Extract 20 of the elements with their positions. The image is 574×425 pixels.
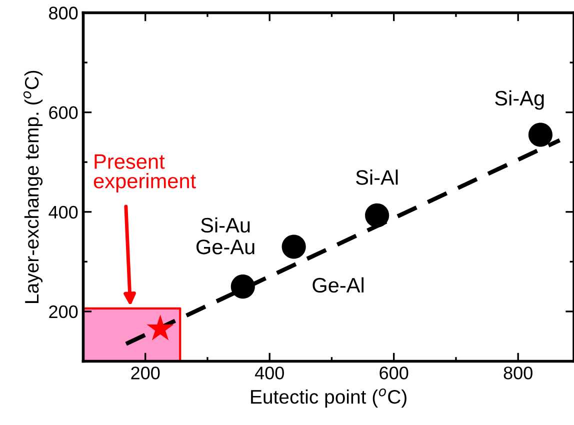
annotation: Si-Al — [356, 170, 398, 185]
x-tick-label: 200 — [131, 366, 160, 380]
y-tick-label: 800 — [49, 6, 78, 20]
y-tick-label: 200 — [49, 305, 78, 318]
point — [528, 122, 552, 147]
x-tick-label: 600 — [380, 366, 408, 380]
x-tick-label: 400 — [254, 366, 284, 380]
point — [146, 314, 174, 340]
y-axis-title: Layer-exchange temp. ($^{o}$C) — [23, 70, 43, 303]
annotation: Present experiment — [94, 154, 196, 192]
y-tick-label: 400 — [48, 206, 78, 219]
point — [365, 203, 390, 228]
annotation: Ge-Al — [312, 277, 364, 293]
point — [282, 234, 306, 259]
annotation: Si-Au Ge-Au — [196, 217, 254, 254]
point — [230, 274, 255, 299]
annotation: Si-Ag — [495, 90, 544, 110]
y-tick-label: 600 — [49, 106, 78, 120]
x-axis-title: Eutectic point ($^{o}$C) — [251, 388, 406, 408]
x-tick-label: 800 — [504, 366, 532, 380]
